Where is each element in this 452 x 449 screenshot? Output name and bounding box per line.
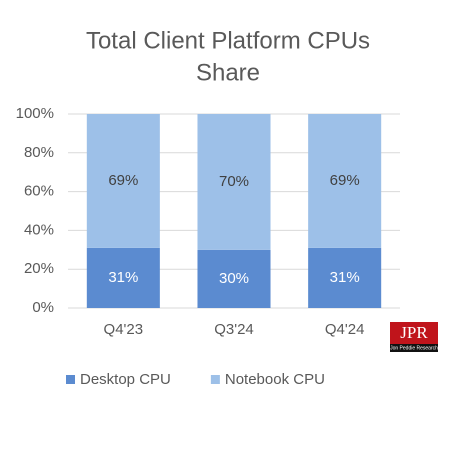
x-tick-label: Q4'24 (325, 321, 365, 338)
y-tick-label: 100% (16, 105, 54, 122)
y-tick-label: 40% (24, 221, 54, 238)
bar-segment (197, 114, 271, 250)
logo-subtext: Jon Peddie Research (390, 345, 438, 351)
logo-text: JPR (400, 323, 428, 342)
bar-segment (86, 247, 160, 308)
legend-swatch (66, 375, 75, 384)
y-tick-label: 20% (24, 260, 54, 277)
data-label: 31% (108, 269, 138, 286)
data-label: 70% (219, 173, 249, 190)
y-tick-label: 0% (32, 299, 54, 316)
data-label: 69% (108, 172, 138, 189)
chart-subtitle: Share (196, 59, 260, 86)
data-label: 69% (330, 172, 360, 189)
legend-label: Notebook CPU (225, 371, 325, 388)
legend-swatch (210, 375, 220, 384)
x-tick-label: Q3'24 (214, 321, 254, 338)
logo-box (390, 322, 438, 344)
y-tick-label: 80% (24, 144, 54, 161)
data-label: 30% (219, 270, 249, 287)
legend-label: Desktop CPU (80, 371, 171, 388)
bar-segment (308, 114, 382, 248)
bar-segment (197, 249, 271, 308)
y-tick-label: 60% (24, 183, 54, 200)
logo: JPR Jon Peddie Research (390, 322, 438, 352)
chart-title: Total Client Platform CPUs (86, 27, 370, 54)
bar-segment (86, 114, 160, 248)
x-tick-label: Q4'23 (104, 321, 144, 338)
bar-segment (308, 247, 382, 308)
data-label: 31% (330, 269, 360, 286)
logo-band (390, 344, 438, 352)
